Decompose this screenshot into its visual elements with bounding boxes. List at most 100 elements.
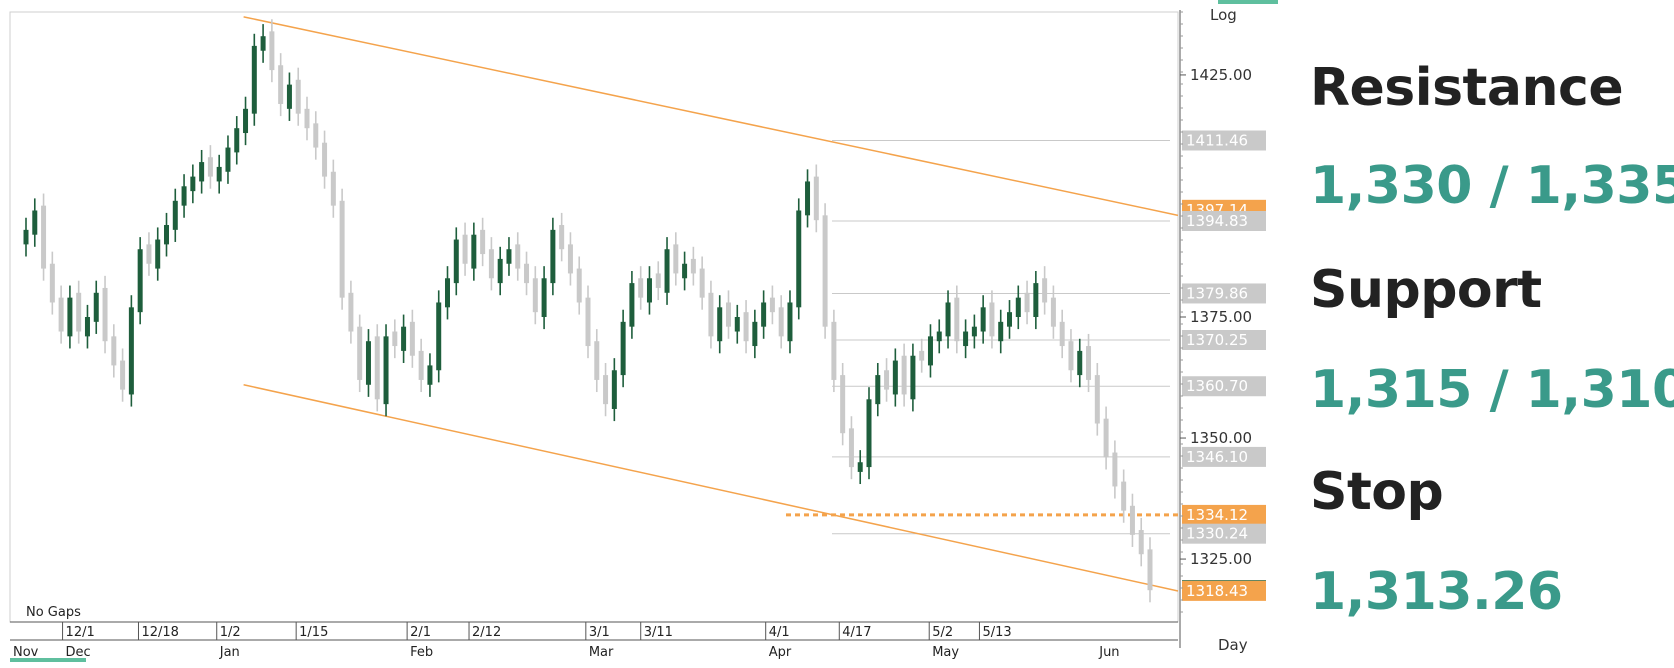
candle-body [409,321,415,356]
x-tick-label: 12/1 [66,625,95,640]
candle-body [357,326,363,380]
candle-body [945,302,951,337]
x-tick-label: 3/1 [589,625,610,640]
candle-body [1112,452,1118,487]
x-tick-label: 1/2 [220,625,241,640]
x-tick-label: 1/15 [299,625,328,640]
candle-body [374,336,380,400]
accent-bar-bottom [10,658,86,662]
candle-body [41,205,47,269]
candle-body [480,229,486,255]
x-tick-label: 2/12 [472,625,501,640]
channel-lower-line [243,384,1179,592]
candle-body [936,331,942,342]
candle-body [840,375,846,434]
candle-body [418,350,424,380]
candle-body [559,225,565,250]
candle-body [1121,481,1127,511]
level-badge-label: 1394.83 [1186,212,1248,230]
candle-body [603,375,609,405]
candle-body [1024,292,1030,313]
candle-body [471,234,477,269]
support-label: Support [1310,260,1542,320]
stop-label: Stop [1310,462,1444,522]
x-tick-label: 5/13 [982,625,1011,640]
levels-panel: Resistance 1,330 / 1,335 Support 1,315 /… [1310,40,1674,660]
candle-body [998,321,1004,342]
plot-area [9,11,1179,623]
candle-body [1094,375,1100,424]
x-month-label: May [932,645,959,660]
candle-body [638,278,644,298]
candle-body [199,162,205,182]
y-tick-label: 1425.00 [1190,66,1252,84]
candle-body [901,355,907,395]
candle-body [620,321,626,376]
candle-body [251,45,257,114]
candle-body [734,317,740,332]
candle-body [462,234,468,264]
y-tick-label: 1350.00 [1190,429,1252,447]
candle-body [348,292,354,332]
resistance-label: Resistance [1310,58,1624,118]
candle-body [32,210,38,235]
candle-body [585,297,591,347]
candle-body [1138,530,1144,555]
candle-body [243,108,249,134]
level-badge-label: 1330.24 [1186,525,1248,543]
candle-body [436,302,442,371]
level-badge-label: 1318.43 [1186,582,1248,600]
candle-body [427,365,433,385]
candle-body [927,336,933,366]
support-value: 1,315 / 1,310 [1310,360,1674,420]
candle-body [58,297,64,332]
candle-body [910,355,916,400]
candle-body [980,307,986,332]
candle-body [488,249,494,279]
candle-body [181,186,187,206]
candle-body [963,331,969,347]
candle-body [1015,297,1021,317]
candle-body [1007,312,1012,327]
x-month-label: Nov [13,645,39,660]
candle-body [269,31,275,71]
y-tick-label: 1325.00 [1190,550,1252,568]
candle-body [1059,321,1065,347]
candle-body [506,249,512,264]
candle-body [164,225,169,245]
candle-body [1077,350,1083,376]
candle-body [401,326,407,351]
channel-upper-line [243,16,1179,217]
candle-body [278,65,284,104]
level-badge-label: 1411.46 [1186,131,1248,149]
candle-body [690,258,696,274]
x-tick-label: 4/17 [842,625,871,640]
candle-body [541,278,547,317]
scale-label: Log [1210,6,1237,24]
candle-body [304,108,310,129]
candle-body [778,307,784,337]
period-label: Day [1218,636,1248,654]
candle-body [216,166,222,182]
x-month-label: Feb [410,645,433,660]
candle-body [1086,346,1092,380]
candle-body [207,157,213,177]
x-tick-label: 4/1 [769,625,790,640]
accent-bar-top [1218,0,1278,4]
candle-body [1042,278,1048,303]
candle-body [567,244,573,274]
candle-body [769,297,775,313]
candle-body [857,462,863,472]
candle-body [234,128,240,153]
candle-body [128,307,134,395]
candle-body [611,370,617,409]
x-month-label: Jun [1098,645,1119,660]
candle-body [155,239,161,269]
candle-body [892,360,898,395]
candle-body [822,215,828,327]
candle-body [225,147,231,172]
candle-body [919,350,925,361]
candle-body [1103,418,1109,458]
candle-body [831,321,837,380]
candle-body [646,278,652,303]
